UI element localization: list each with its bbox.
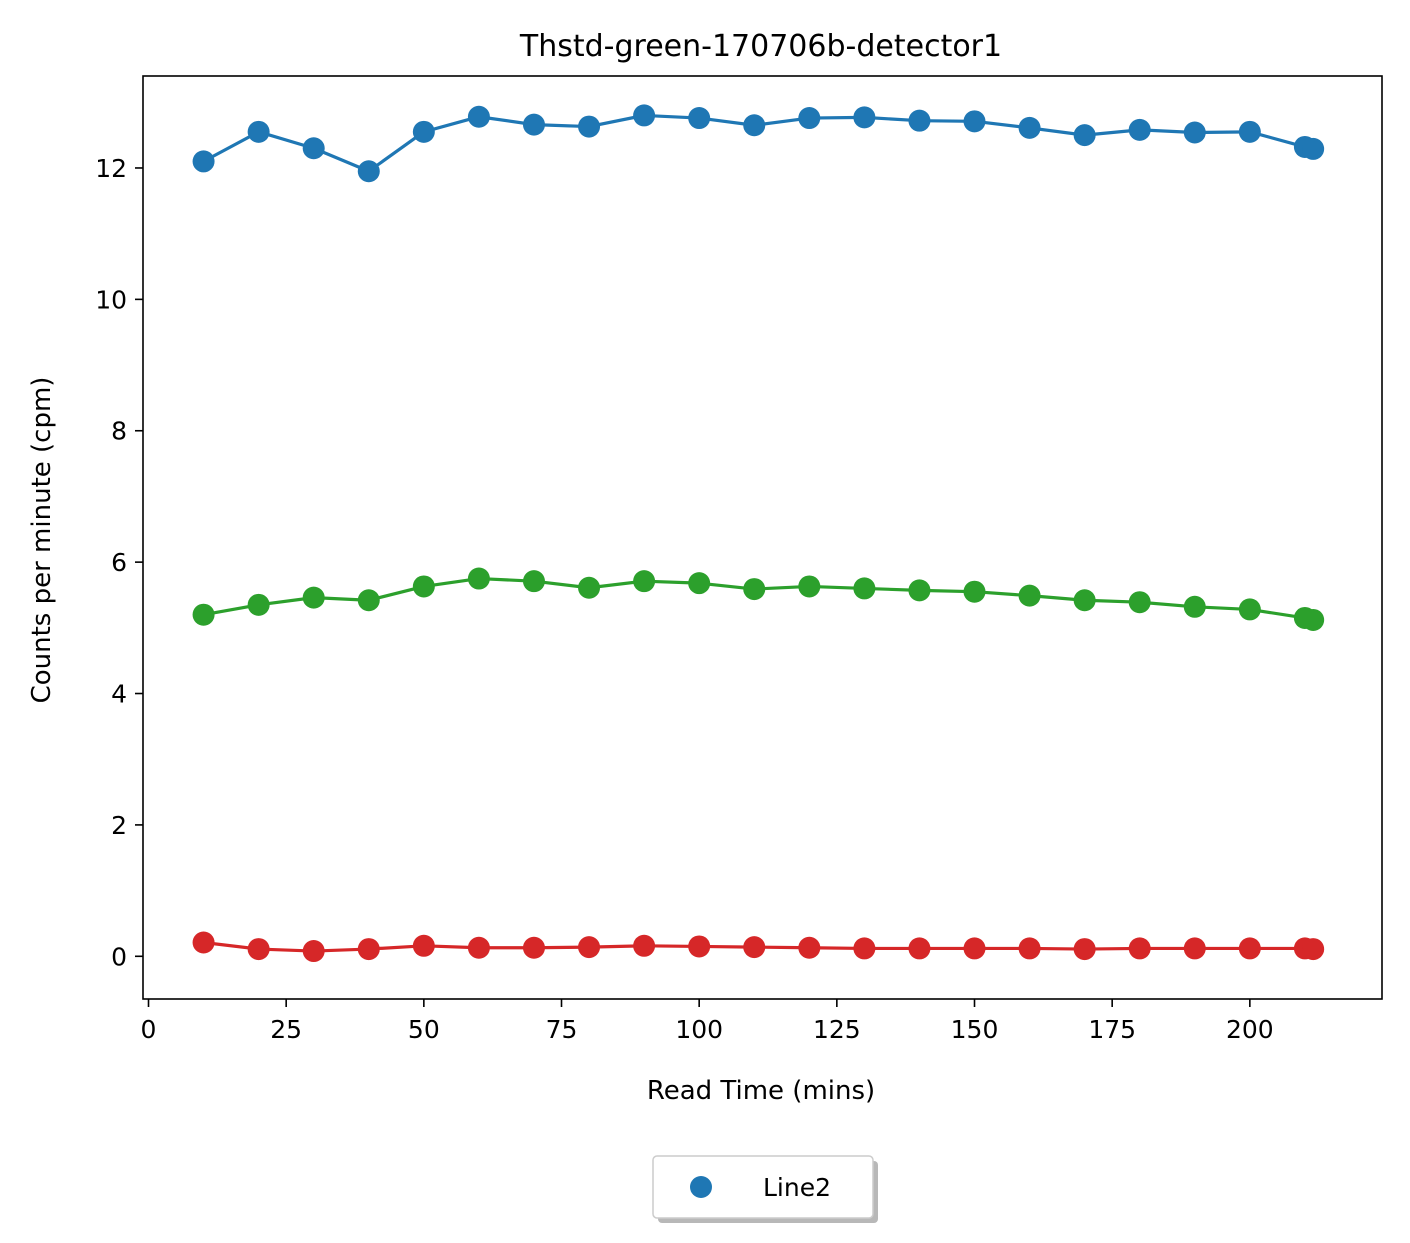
series-1-point [908, 109, 931, 132]
x-tick-label: 150 [951, 1015, 999, 1044]
plot-area [142, 75, 1383, 1000]
series-3-point [467, 936, 490, 959]
legend-label: Line2 [763, 1173, 831, 1202]
series-1-point [578, 115, 601, 138]
series-2-point [247, 593, 270, 616]
series-3-point [1073, 938, 1096, 961]
series-3-point [633, 934, 656, 957]
series-3-point [302, 940, 325, 963]
series-1-point [467, 105, 490, 128]
series-3-point [1128, 937, 1151, 960]
x-tick-label: 125 [813, 1015, 861, 1044]
series-3-point [963, 937, 986, 960]
series-3-point [578, 936, 601, 959]
series-3-point [357, 938, 380, 961]
series-2-point [853, 577, 876, 600]
chart-title: Thstd-green-170706b-detector1 [519, 29, 1002, 64]
series-2-point [688, 572, 711, 595]
series-line-1 [202, 113, 1314, 173]
series-1-point [192, 150, 215, 173]
series-3-point [1183, 937, 1206, 960]
series-2-point [1302, 608, 1325, 631]
series-2-point [1183, 595, 1206, 618]
series-3-point [798, 936, 821, 959]
series-layer [192, 104, 1325, 963]
series-1-point [522, 113, 545, 136]
series-line-2 [203, 576, 1314, 622]
series-2-point [1128, 591, 1151, 614]
series-2-point [522, 570, 545, 593]
series-3-point [1238, 937, 1261, 960]
y-axis-label: Counts per minute (cpm) [27, 377, 57, 704]
series-1-point [963, 110, 986, 133]
series-1-point [1073, 124, 1096, 147]
series-1-point [1302, 137, 1325, 160]
series-3-point [192, 931, 215, 954]
series-2-point [192, 603, 215, 626]
y-tick-label: 8 [111, 417, 127, 446]
series-3-point [743, 936, 766, 959]
series-3-point [412, 934, 435, 957]
series-1-point [1183, 121, 1206, 144]
series-2-point [467, 567, 490, 590]
series-3-point [853, 937, 876, 960]
series-3-point [247, 938, 270, 961]
series-2-point [633, 570, 656, 593]
series-3-point [688, 935, 711, 958]
series-2-point [357, 589, 380, 612]
series-2-point [1073, 589, 1096, 612]
series-2-point [908, 579, 931, 602]
x-axis-label: Read Time (mins) [647, 1076, 875, 1106]
series-2-point [412, 575, 435, 598]
series-1-point [1018, 116, 1041, 139]
y-tick-label: 10 [95, 285, 127, 314]
series-1-point [302, 137, 325, 160]
x-tick-label: 25 [270, 1015, 302, 1044]
series-2-point [798, 575, 821, 598]
series-1-point [247, 120, 270, 143]
y-tick-label: 0 [111, 942, 127, 971]
series-1-point [853, 106, 876, 129]
x-tick-label: 200 [1226, 1015, 1274, 1044]
x-tick-label: 75 [546, 1015, 578, 1044]
series-3-point [522, 936, 545, 959]
series-3-point [1018, 937, 1041, 960]
y-tick-label: 4 [111, 680, 127, 709]
x-tick-label: 0 [141, 1015, 157, 1044]
x-tick-label: 50 [408, 1015, 440, 1044]
x-tick-label: 175 [1088, 1015, 1136, 1044]
legend: Line2 [652, 1155, 878, 1223]
series-3-point [1302, 938, 1325, 961]
series-2-point [578, 576, 601, 599]
series-2-point [963, 580, 986, 603]
y-tick-label: 12 [95, 154, 127, 183]
series-1-point [798, 107, 821, 130]
y-tick-label: 6 [111, 548, 127, 577]
series-1-point [688, 107, 711, 130]
series-1-point [1238, 120, 1261, 143]
series-line-3 [203, 940, 1314, 953]
x-tick-label: 100 [675, 1015, 723, 1044]
y-tick-label: 2 [111, 811, 127, 840]
series-1-point [357, 160, 380, 183]
series-1-point [1128, 118, 1151, 141]
series-1-point [412, 120, 435, 143]
legend-marker [690, 1176, 712, 1198]
series-1-point [743, 114, 766, 137]
x-axis: 0 25 50 75 100 125 150 175 200 [141, 999, 1274, 1044]
series-2-point [743, 578, 766, 601]
series-2-point [1238, 598, 1261, 621]
series-3-point [908, 937, 931, 960]
series-2-point [302, 586, 325, 609]
series-1-point [633, 104, 656, 127]
y-axis: 0 2 4 6 8 10 12 [95, 154, 143, 971]
series-2-point [1018, 584, 1041, 607]
